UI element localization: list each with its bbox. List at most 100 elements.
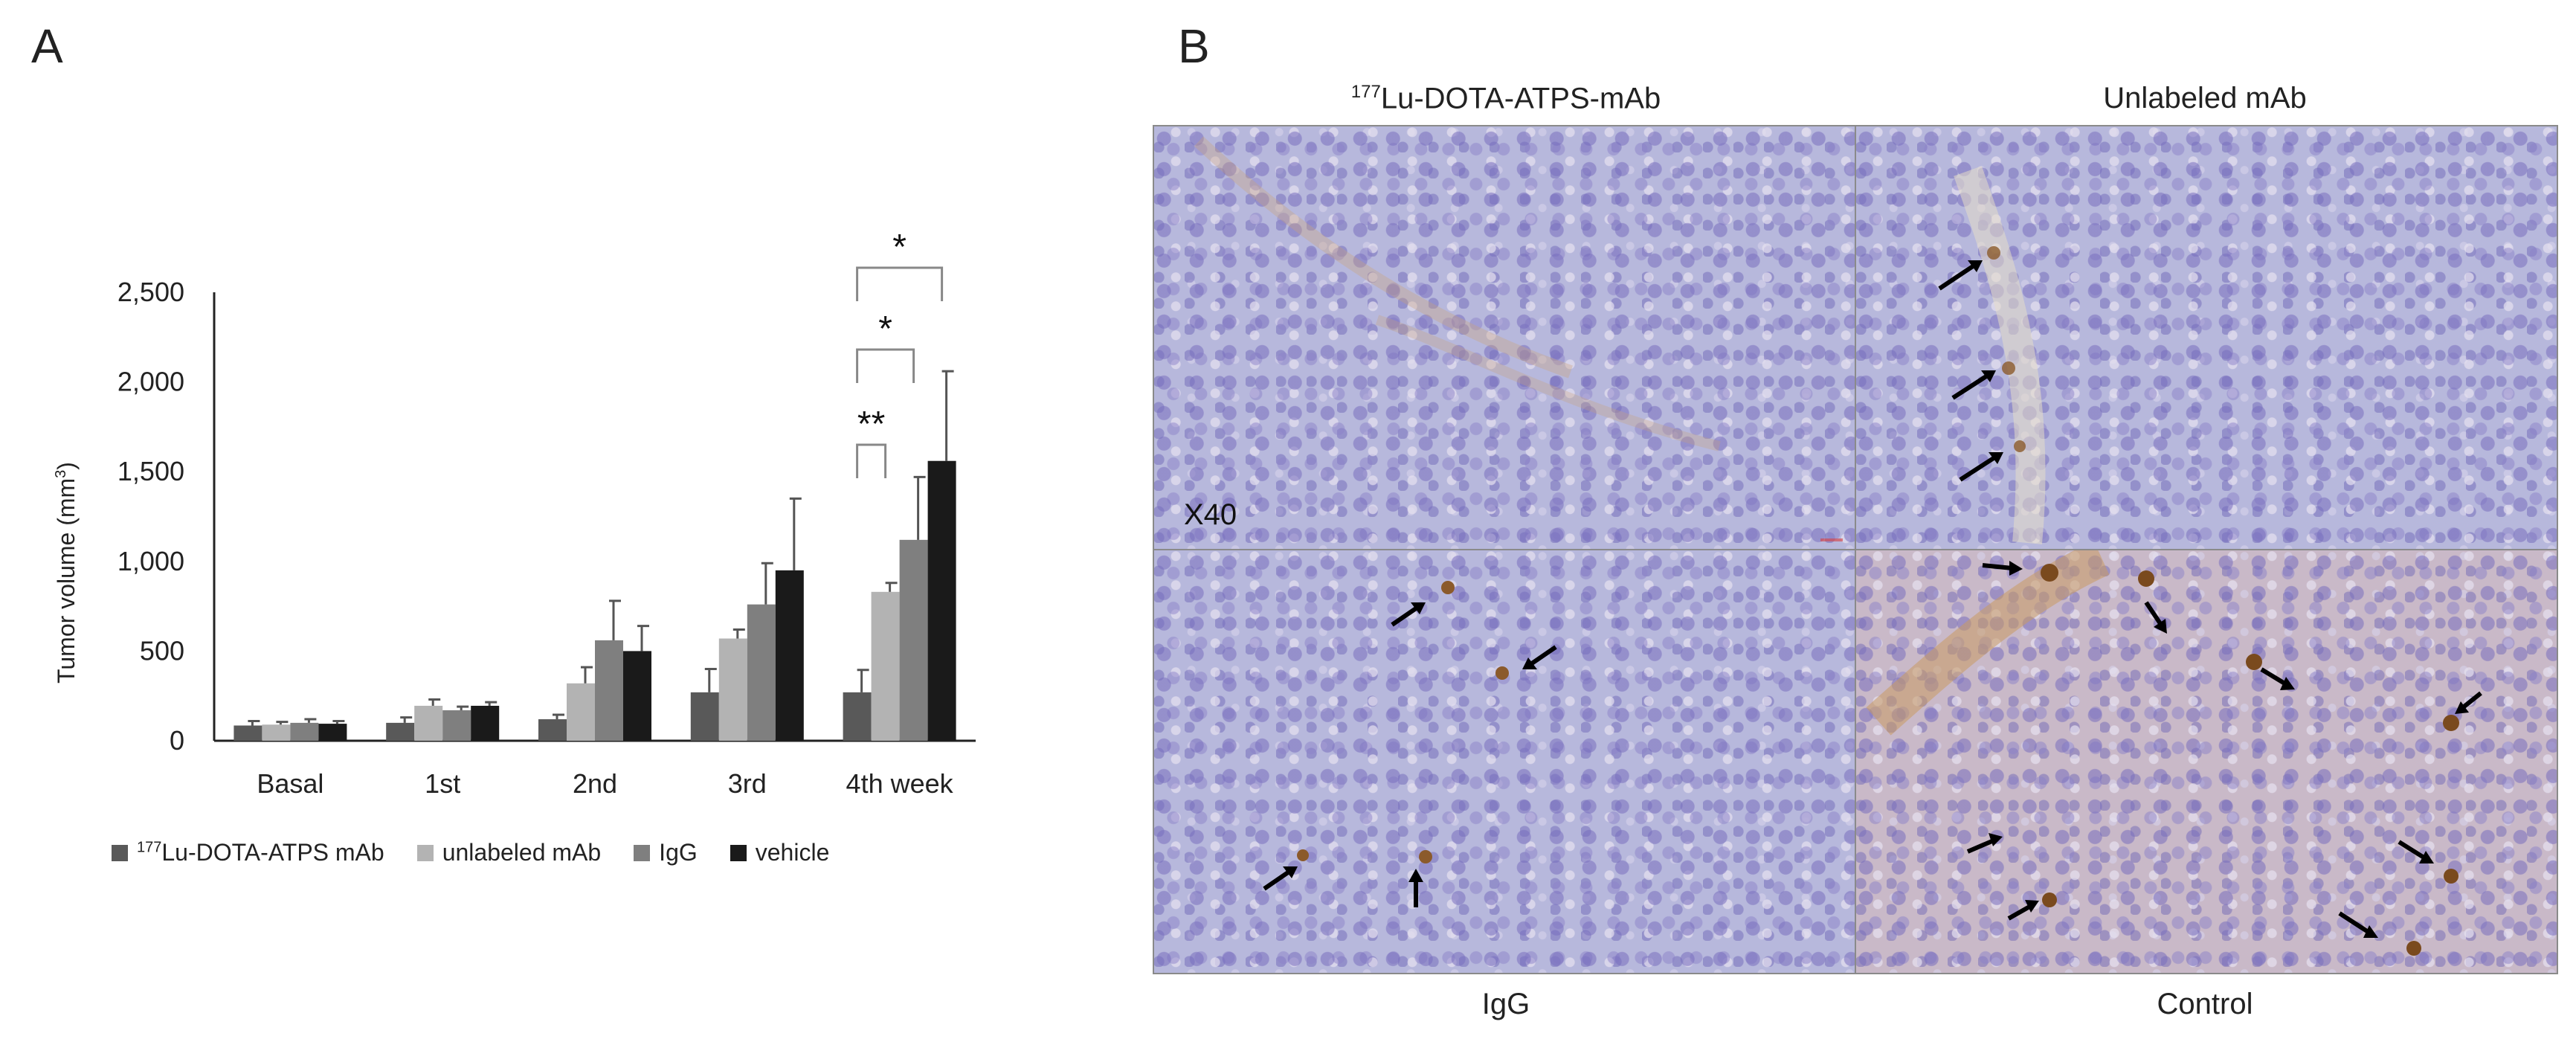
- tissue-image: [1154, 550, 1855, 973]
- micrograph-title-bottom-left: IgG: [1481, 988, 1530, 1020]
- stained-vessel: [1987, 246, 2000, 260]
- legend-item-lu: 177Lu-DOTA-ATPS mAb: [112, 839, 384, 866]
- stain-overlay: [1263, 581, 1557, 907]
- micrograph-bottom-left: [1153, 549, 1856, 974]
- bar: [318, 724, 347, 741]
- bar: [775, 570, 804, 741]
- stroma-streak: [1375, 315, 1721, 451]
- stain-overlay: [1866, 550, 2482, 956]
- stained-vessel: [2014, 440, 2026, 452]
- significance-label: **: [857, 405, 885, 444]
- bar: [386, 722, 415, 741]
- stroma-streak: [1194, 136, 1573, 379]
- stroma-streak: [1954, 166, 2046, 544]
- legend-item-vehicle: vehicle: [730, 839, 830, 866]
- legend-swatch: [112, 844, 128, 861]
- significance-bracket: [856, 348, 915, 383]
- stained-vessel: [2138, 570, 2154, 587]
- bar: [442, 710, 471, 741]
- bar: [747, 604, 776, 741]
- chart-legend: 177Lu-DOTA-ATPS mAb unlabeled mAb IgG ve…: [112, 839, 829, 866]
- arrow-icon: [2007, 900, 2039, 921]
- legend-label: unlabeled mAb: [442, 839, 602, 866]
- bar: [690, 692, 719, 741]
- stained-vessel: [1495, 666, 1509, 680]
- arrow-icon: [1959, 452, 2003, 482]
- stained-vessel: [2443, 715, 2459, 731]
- stained-vessel: [2002, 361, 2015, 375]
- legend-item-igg: IgG: [634, 839, 698, 866]
- significance-bracket: [856, 266, 944, 301]
- y-tick-label: 500: [140, 635, 184, 666]
- micrograph-bottom-right: [1855, 549, 2558, 974]
- arrow-icon: [2260, 667, 2295, 690]
- magnification-label: X40: [1184, 498, 1237, 531]
- bar: [234, 725, 263, 741]
- bar-chart: Tumor volume (mm3) 0 500 1,000 1,500 2,000 2,…: [53, 228, 976, 799]
- stained-vessel: [1419, 850, 1432, 863]
- legend-label: IgG: [659, 839, 698, 866]
- arrow-icon: [2338, 911, 2378, 938]
- stained-vessel: [2041, 564, 2058, 582]
- x-tick-label: Basal: [257, 768, 323, 799]
- x-tick-label: 2nd: [573, 768, 617, 799]
- x-tick-label: 4th week: [846, 768, 954, 799]
- bar: [718, 638, 747, 741]
- arrow-icon: [1938, 260, 1983, 291]
- y-tick-label: 1,000: [117, 546, 184, 576]
- significance-label: *: [878, 309, 892, 349]
- bar: [414, 705, 443, 741]
- legend-item-unlabeled: unlabeled mAb: [416, 839, 602, 866]
- arrow-icon: [2144, 601, 2167, 634]
- arrow-icon: [1951, 370, 1996, 400]
- tissue-image: [1154, 126, 1855, 549]
- legend-label: vehicle: [755, 839, 830, 866]
- stained-vessel: [2444, 869, 2459, 884]
- arrow-icon: [2455, 691, 2482, 714]
- bar: [538, 719, 567, 741]
- bar: [871, 591, 900, 741]
- bar: [927, 460, 956, 741]
- bar: [567, 683, 595, 741]
- legend-swatch: [416, 844, 434, 861]
- arrow-icon: [1522, 645, 1557, 669]
- arrow-icon: [1408, 869, 1423, 907]
- x-tick-label: 3rd: [728, 768, 767, 799]
- legend-label: 177Lu-DOTA-ATPS mAb: [137, 839, 384, 866]
- stained-vessel: [2246, 654, 2262, 670]
- arrow-icon: [2398, 840, 2434, 863]
- bar: [843, 692, 872, 741]
- bar: [623, 651, 651, 741]
- arrow-icon: [1391, 602, 1426, 627]
- panel-label-b: B: [1178, 19, 1210, 73]
- arrow-icon: [1263, 866, 1298, 891]
- bar: [262, 724, 291, 741]
- stain-overlay: [1194, 136, 1721, 451]
- x-tick-label: 1st: [425, 768, 460, 799]
- legend-swatch: [634, 844, 651, 861]
- micrograph-title-top-left: 177Lu-DOTA-ATPS-mAb: [1350, 82, 1661, 115]
- panel-label-a: A: [31, 19, 63, 73]
- y-tick-label: 1,500: [117, 456, 184, 486]
- micrograph-title-bottom-right: Control: [2157, 988, 2253, 1020]
- arrow-icon: [1982, 561, 2023, 576]
- significance-label: *: [892, 228, 907, 267]
- y-tick-label: 2,500: [117, 277, 184, 307]
- y-axis-label: Tumor volume (mm3): [53, 462, 80, 683]
- stroma-streak: [1866, 550, 2110, 736]
- bar: [471, 705, 500, 741]
- stained-vessel: [2042, 892, 2057, 907]
- bar: [290, 722, 319, 741]
- micrograph-top-right: [1855, 125, 2558, 550]
- micrograph-title-top-right: Unlabeled mAb: [2103, 82, 2307, 115]
- bar: [899, 539, 928, 741]
- stained-vessel: [1441, 581, 1455, 594]
- y-tick-label: 2,000: [117, 367, 184, 397]
- significance-bracket: [856, 443, 887, 478]
- scale-bar: [1820, 538, 1843, 541]
- stain-overlay: [1938, 166, 2046, 544]
- stained-vessel: [1297, 849, 1309, 861]
- stained-vessel: [2406, 941, 2421, 956]
- legend-swatch: [730, 844, 747, 861]
- bar: [595, 640, 623, 741]
